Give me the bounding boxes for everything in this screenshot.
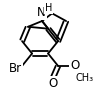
- Text: CH₃: CH₃: [76, 73, 94, 83]
- Text: O: O: [70, 59, 80, 72]
- Text: O: O: [48, 77, 58, 90]
- Text: H: H: [45, 3, 52, 13]
- Text: Br: Br: [9, 62, 22, 75]
- Text: N: N: [37, 6, 46, 19]
